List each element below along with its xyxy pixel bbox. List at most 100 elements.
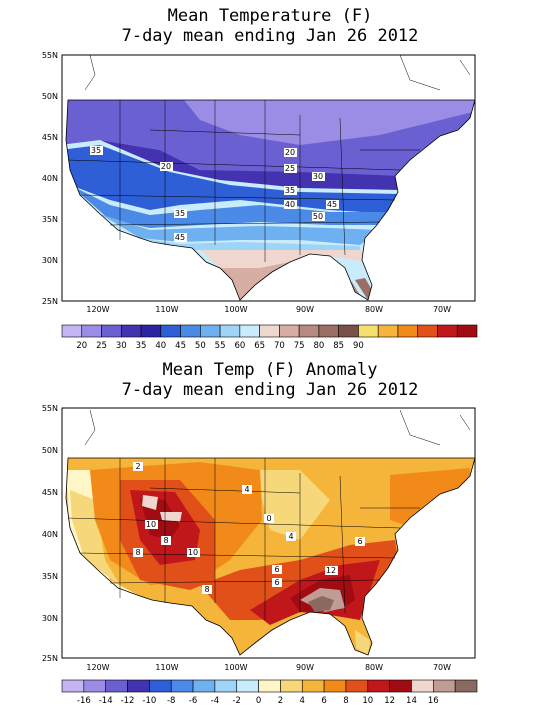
svg-text:4: 4 (244, 485, 249, 494)
colorbar-label: 75 (294, 341, 305, 350)
map2-contour-label: 12 (325, 566, 338, 575)
colorbar-swatch (323, 679, 347, 693)
map2-lat-label: 45N (42, 488, 58, 497)
svg-text:25: 25 (285, 164, 295, 173)
map2-lat-label: 50N (42, 446, 58, 455)
colorbar-swatch (101, 324, 122, 338)
colorbar-swatch (377, 324, 399, 338)
colorbar-label: 16 (428, 696, 439, 706)
colorbar-label: 25 (96, 341, 107, 350)
colorbar-swatch (192, 679, 216, 693)
svg-text:10: 10 (188, 548, 198, 557)
colorbar-swatch (120, 324, 142, 338)
colorbar-label: 14 (406, 696, 417, 706)
map2-lon-label: 80W (365, 663, 383, 672)
svg-text:6: 6 (274, 578, 279, 587)
map1-lat-label: 30N (42, 256, 58, 265)
colorbar-swatch (258, 679, 281, 693)
colorbar-swatch (417, 324, 438, 338)
colorbar-label: 12 (384, 696, 395, 706)
map2-boundaries (67, 409, 471, 620)
colorbar-swatch (280, 679, 303, 693)
colorbar-label: 2 (278, 696, 283, 706)
map2-contour-label: 8 (202, 585, 212, 594)
colorbar-swatch (301, 679, 325, 693)
colorbar-swatch (236, 679, 259, 693)
colorbar-swatch (411, 679, 434, 693)
map1-lon-label: 70W (433, 305, 451, 314)
map1-boundaries (67, 54, 471, 262)
colorbar-label: 35 (136, 341, 147, 350)
colorbar-label: 8 (343, 696, 348, 706)
colorbar-swatch (61, 324, 83, 338)
map2-subtitle: 7-day mean ending Jan 26 2012 (121, 380, 419, 400)
map1-contour-label: 20 (284, 148, 297, 157)
map1-frame (61, 54, 476, 302)
colorbar-label: 4 (300, 696, 305, 706)
map1-lon-label: 90W (296, 305, 314, 314)
map1-contour-label: 40 (284, 200, 297, 209)
map2-lon-label: 110W (155, 663, 178, 672)
map1-lat-label: 50N (42, 92, 58, 101)
map2-colorbar: -16 -14 -12 -10 -8 -6 -4 -2 0 2 4 6 8 10 12 14 16 (61, 679, 478, 706)
colorbar-label: 55 (215, 341, 226, 350)
map1-lon-label: 80W (365, 305, 383, 314)
map2-lon-label: 70W (433, 663, 451, 672)
map1-contour-label: 45 (326, 200, 339, 209)
colorbar-label: 30 (116, 341, 127, 350)
map1-contour-label: 35 (174, 209, 187, 218)
map2-lat-label: 35N (42, 572, 58, 581)
map2-contour-label: 8 (161, 536, 171, 545)
map1-contour-label: 20 (160, 162, 173, 171)
map2-contour-label: 10 (187, 548, 200, 557)
svg-text:8: 8 (135, 548, 140, 557)
svg-text:20: 20 (285, 148, 295, 157)
colorbar-swatch (170, 679, 194, 693)
colorbar-swatch (433, 679, 456, 693)
colorbar-swatch (338, 324, 359, 338)
map2-contour-label: 6 (272, 578, 282, 587)
map1-lon-label: 120W (86, 305, 109, 314)
colorbar-label: -6 (189, 696, 197, 706)
map2-frame (61, 407, 476, 659)
map1-lon-label: 110W (155, 305, 178, 314)
svg-text:8: 8 (204, 585, 209, 594)
colorbar-label: -8 (167, 696, 175, 706)
svg-text:35: 35 (91, 146, 101, 155)
colorbar-label: 65 (254, 341, 265, 350)
svg-text:4: 4 (288, 532, 293, 541)
svg-text:6: 6 (357, 537, 362, 546)
svg-text:8: 8 (163, 536, 168, 545)
svg-text:0: 0 (266, 514, 271, 523)
map1-contour-label: 35 (90, 146, 103, 155)
colorbar-swatch (454, 679, 478, 693)
colorbar-swatch (105, 679, 128, 693)
map2-contour-label: 10 (145, 520, 158, 529)
colorbar-swatch (358, 324, 379, 338)
map2-contour-label: 0 (264, 514, 274, 523)
colorbar-label: 50 (195, 341, 206, 350)
map2-lat-label: 30N (42, 614, 58, 623)
map2-lon-label: 120W (86, 663, 109, 672)
map1-contour-label: 45 (174, 233, 187, 242)
colorbar-label: -14 (99, 696, 113, 706)
svg-text:20: 20 (161, 162, 171, 171)
colorbar-label: -10 (142, 696, 156, 706)
map2-lat-label: 40N (42, 530, 58, 539)
colorbar-swatch (367, 679, 390, 693)
map2-lon-label: 100W (224, 663, 247, 672)
colorbar-swatch (279, 324, 300, 338)
map1-lat-label: 40N (42, 174, 58, 183)
svg-text:6: 6 (274, 565, 279, 574)
colorbar-swatch (397, 324, 419, 338)
map2-contour-label: 4 (242, 485, 252, 494)
colorbar-label: 0 (256, 696, 261, 706)
svg-text:45: 45 (175, 233, 185, 242)
colorbar-swatch (219, 324, 241, 338)
svg-text:45: 45 (327, 200, 337, 209)
colorbar-label: 20 (76, 341, 87, 350)
colorbar-swatch (180, 324, 201, 338)
colorbar-swatch (239, 324, 260, 338)
map1-lat-label: 55N (42, 51, 58, 60)
map1-lat-label: 35N (42, 215, 58, 224)
